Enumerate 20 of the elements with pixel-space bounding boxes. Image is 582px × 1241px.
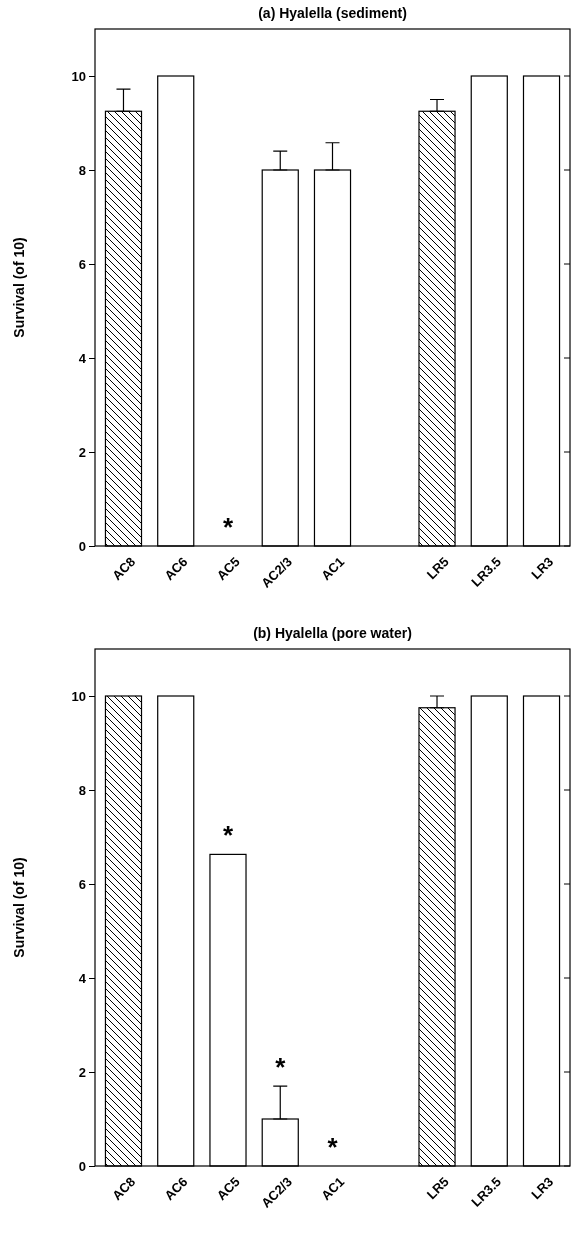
y-tick-label: 4 — [78, 970, 87, 986]
y-tick-label: 2 — [78, 1064, 86, 1080]
y-tick-label: 8 — [78, 162, 86, 178]
chart-title: (a) Hyalella (sediment) — [258, 5, 407, 21]
chart-title: (b) Hyalella (pore water) — [253, 625, 412, 641]
y-axis-title: Survival (of 10) — [11, 857, 27, 958]
y-tick-label: 4 — [78, 350, 87, 366]
y-tick-label: 6 — [78, 876, 86, 892]
y-tick-label: 6 — [78, 256, 86, 272]
y-axis-title: Survival (of 10) — [11, 237, 27, 338]
annotation: * — [275, 1051, 287, 1082]
y-tick-label: 0 — [78, 1158, 86, 1174]
y-tick-label: 10 — [71, 688, 86, 704]
y-tick-label: 0 — [78, 538, 86, 554]
y-tick-label: 8 — [78, 782, 86, 798]
y-tick-label: 10 — [71, 68, 86, 84]
annotation: * — [327, 1131, 339, 1162]
y-tick-label: 2 — [78, 444, 86, 460]
annotation: * — [222, 511, 234, 542]
annotation: * — [222, 819, 234, 850]
